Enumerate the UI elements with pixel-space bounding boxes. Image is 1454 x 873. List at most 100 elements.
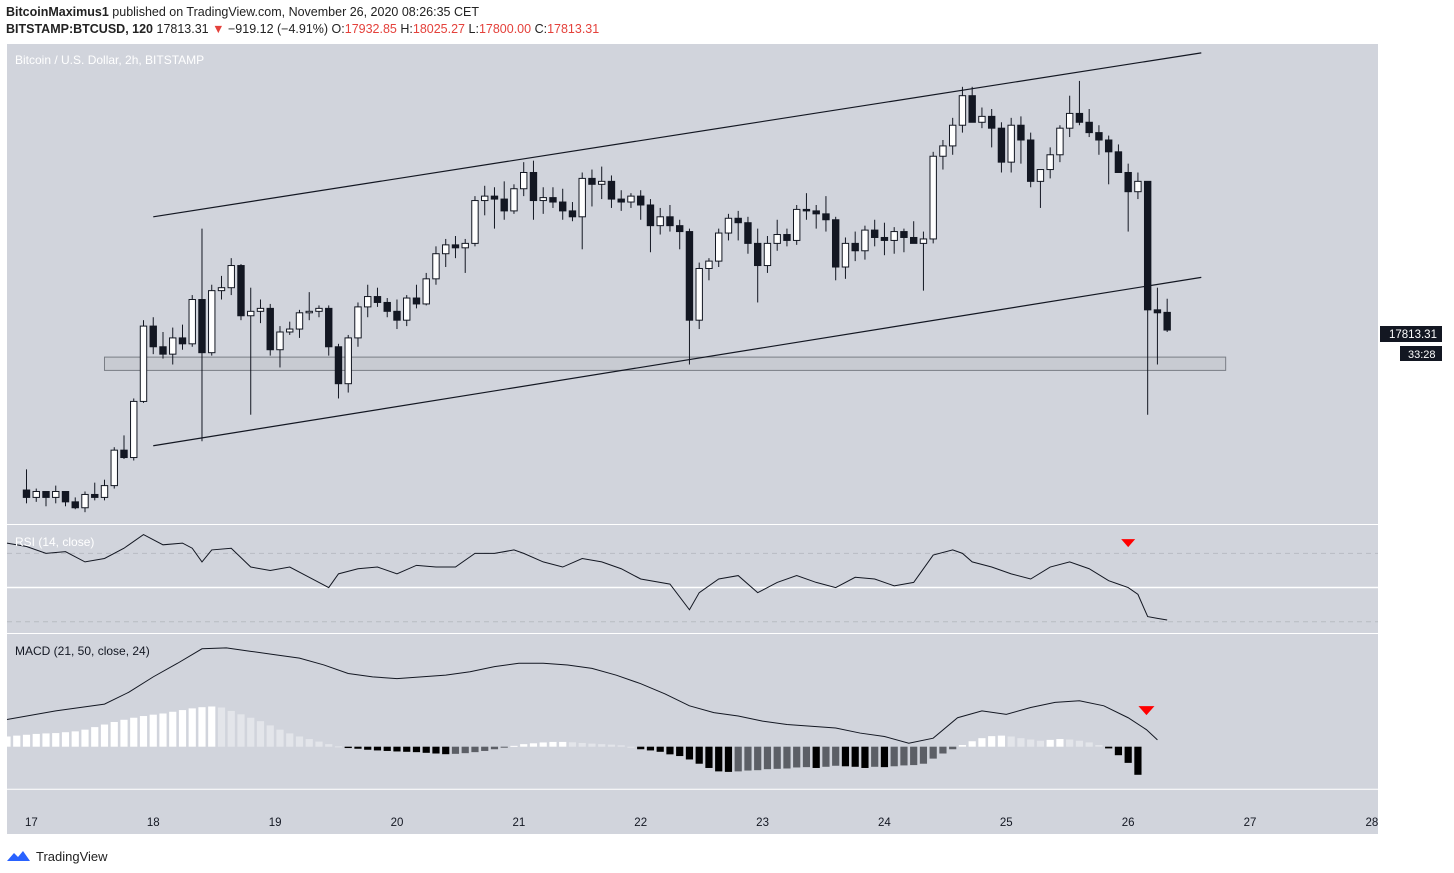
candle — [276, 326, 284, 368]
candle — [861, 225, 869, 260]
candle-body — [978, 115, 986, 123]
macd-histogram-bar — [71, 731, 79, 747]
candle-body — [1017, 124, 1025, 141]
candle-body — [1046, 154, 1054, 171]
last-price: 17813.31 — [156, 22, 209, 36]
candle-body — [753, 242, 762, 267]
macd-histogram-bar — [276, 729, 284, 747]
candle — [383, 298, 391, 318]
macd-histogram-bar — [627, 746, 635, 748]
candle-body — [188, 299, 196, 345]
candle-body — [987, 115, 996, 129]
candle — [715, 228, 723, 268]
candle — [1163, 298, 1171, 332]
price-tick-label: 17250.00 — [1380, 408, 1426, 420]
candle-body — [510, 188, 518, 212]
candle-body — [461, 242, 469, 249]
candle-body — [792, 208, 801, 241]
candle-body — [61, 491, 70, 503]
macd-histogram-bar — [188, 708, 196, 747]
candle-body — [870, 229, 879, 238]
macd-label: MACD (21, 50, close, 24) — [15, 644, 150, 658]
candle — [724, 213, 733, 241]
candle — [666, 204, 674, 232]
candle — [208, 284, 216, 356]
plot-background — [7, 44, 1378, 808]
macd-histogram-bar — [22, 734, 31, 747]
candle — [1026, 132, 1035, 188]
time-tick-label: 25 — [1000, 817, 1013, 829]
time-tick-label: 26 — [1122, 817, 1135, 829]
author-name[interactable]: BitcoinMaximus1 — [6, 5, 109, 19]
candle — [900, 228, 908, 253]
candle-body — [325, 307, 333, 348]
candle — [802, 193, 811, 220]
macd-histogram-bar — [871, 746, 879, 767]
candle-body — [1056, 127, 1064, 156]
rsi-label: RSI (14, close) — [15, 535, 94, 549]
macd-histogram-bar — [13, 735, 21, 747]
candle — [792, 204, 801, 245]
candle — [354, 302, 362, 347]
candle-body — [81, 493, 89, 509]
macd-histogram-bar — [1105, 746, 1113, 749]
candle — [481, 185, 489, 216]
candle — [831, 216, 840, 281]
candle — [1134, 172, 1142, 200]
macd-histogram-bar — [793, 746, 801, 768]
candle-body — [666, 216, 674, 227]
candle — [627, 193, 635, 208]
candle — [451, 236, 460, 259]
channel-upper-line — [153, 52, 1202, 218]
publisher-line: BitcoinMaximus1 published on TradingView… — [6, 4, 906, 21]
candle — [978, 107, 986, 129]
candle-body — [315, 307, 323, 312]
macd-histogram-bar — [373, 746, 382, 751]
candle-body — [880, 236, 889, 241]
candle-body — [607, 180, 616, 200]
macd-histogram-bar — [763, 746, 772, 770]
candle-body — [130, 400, 138, 459]
candle — [948, 117, 957, 155]
candle-body — [851, 242, 859, 252]
macd-histogram-bar — [100, 724, 109, 747]
macd-tick-label: 400.00 — [1385, 674, 1419, 686]
candle-body — [305, 310, 313, 314]
candle — [939, 140, 947, 170]
candle — [217, 275, 226, 300]
candle — [100, 479, 109, 501]
macd-histogram-bar — [773, 746, 781, 769]
candle-body — [334, 346, 343, 385]
macd-histogram-bar — [217, 707, 226, 747]
candle — [598, 166, 606, 200]
candle-body — [139, 325, 148, 402]
macd-histogram-bar — [364, 746, 372, 750]
candle — [500, 181, 508, 220]
macd-histogram-bar — [1017, 738, 1025, 747]
macd-down-arrow-icon — [1138, 706, 1155, 716]
candle — [1143, 180, 1152, 415]
candle — [568, 202, 577, 222]
macd-histogram-bar — [266, 725, 274, 747]
candle-body — [1153, 309, 1162, 314]
candle — [403, 295, 411, 327]
countdown-box — [1400, 346, 1442, 361]
candle — [763, 236, 772, 273]
candle-body — [637, 195, 645, 206]
candle-body — [617, 198, 625, 203]
price-tag: 17813.31 33:28 — [1380, 326, 1442, 361]
candle — [256, 299, 265, 324]
macd-histogram-bar — [715, 746, 723, 772]
footer-brand[interactable]: TradingView — [36, 848, 108, 864]
candle-body — [295, 312, 304, 330]
candle-body — [42, 491, 50, 498]
candle-body — [646, 204, 655, 227]
candle-body — [237, 265, 245, 317]
candle — [880, 222, 889, 256]
macd-tick-label: 0.00 — [1385, 742, 1406, 754]
candle-body — [919, 238, 928, 244]
candle — [890, 227, 898, 254]
candle — [52, 485, 60, 504]
candle-body — [1065, 112, 1074, 129]
